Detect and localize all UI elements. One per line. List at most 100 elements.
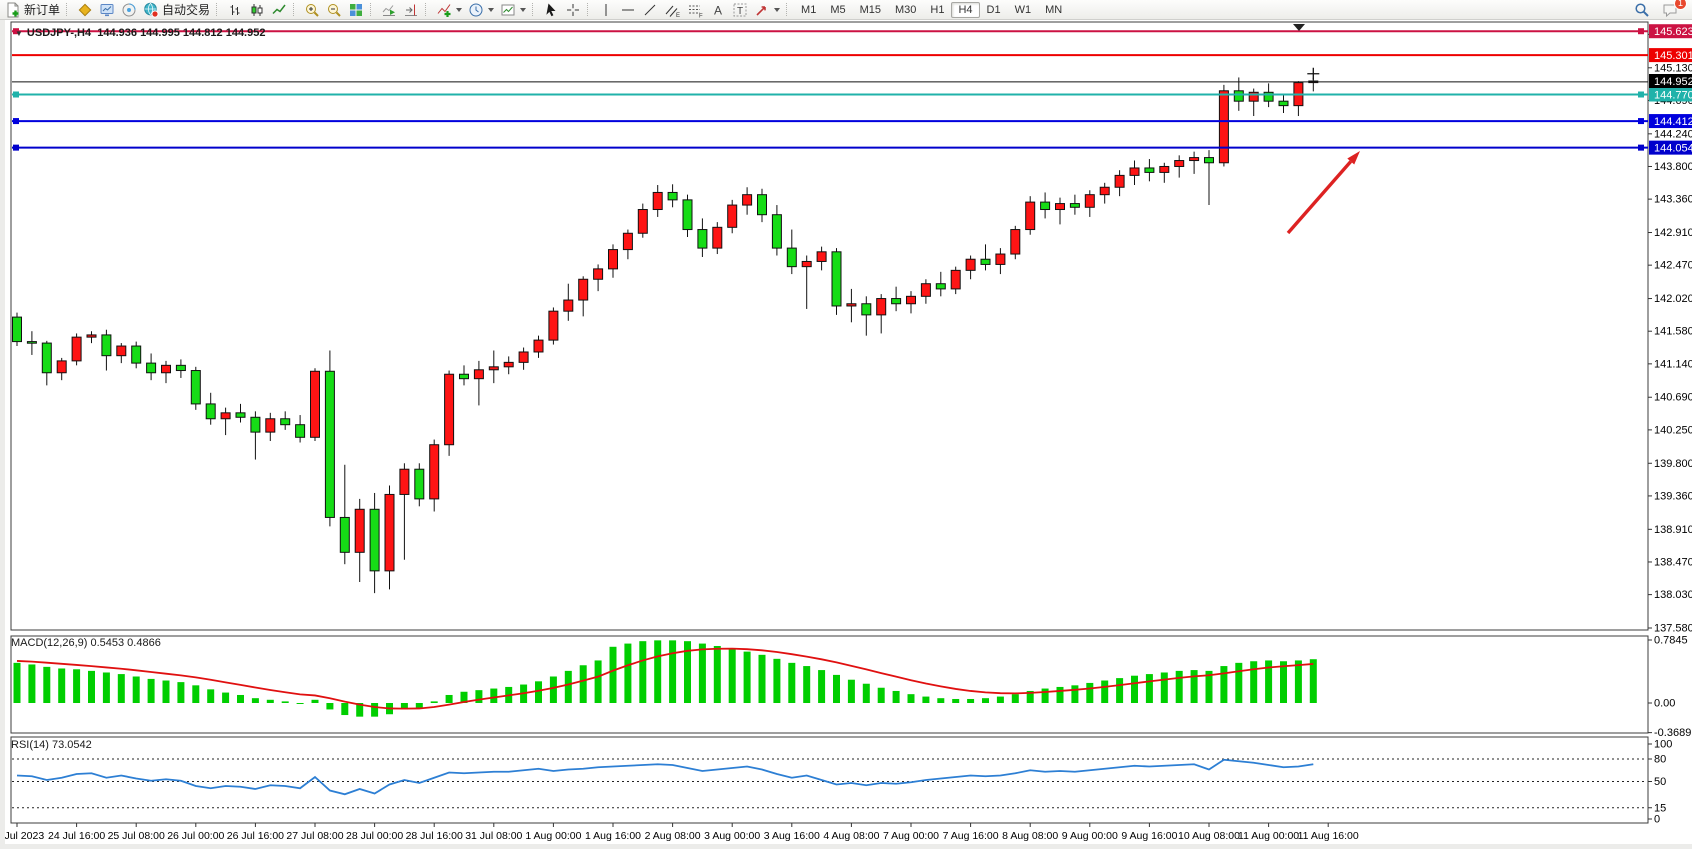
- timeframe-m30[interactable]: M30: [895, 3, 917, 16]
- trendline-tool[interactable]: [639, 1, 661, 19]
- vertical-line-icon: [605, 3, 607, 16]
- cursor-icon: [546, 3, 556, 16]
- equidistant-channel-tool[interactable]: E: [661, 1, 684, 19]
- crosshair-icon: [567, 3, 580, 16]
- auto-scroll-icon: [382, 4, 396, 16]
- svg-text:3 Aug 00:00: 3 Aug 00:00: [704, 830, 760, 842]
- candlestick-mode-button[interactable]: [246, 1, 268, 19]
- svg-text:0.00: 0.00: [1654, 698, 1675, 710]
- symbol-name: USDJPY-,H4: [26, 27, 92, 39]
- timeframe-d1[interactable]: D1: [986, 3, 1001, 16]
- vertical-line-tool[interactable]: [595, 1, 617, 19]
- text-label-tool[interactable]: T: [729, 1, 751, 19]
- svg-text:E: E: [676, 13, 680, 18]
- zoom-out-icon: [328, 3, 341, 17]
- last-price-cross: [1307, 67, 1320, 80]
- chart-shift-button[interactable]: [400, 1, 422, 19]
- svg-text:143.360: 143.360: [1654, 194, 1692, 206]
- svg-text:144.770: 144.770: [1654, 90, 1692, 102]
- text-tool[interactable]: A: [707, 1, 729, 19]
- timeframe-m5[interactable]: M5: [830, 3, 846, 16]
- svg-text:142.470: 142.470: [1654, 260, 1692, 272]
- rsi-indicator-label: RSI(14) 73.0542: [11, 739, 92, 751]
- notifications-button[interactable]: 1: [1659, 0, 1687, 19]
- zoom-out-button[interactable]: [323, 1, 345, 19]
- macd-panel[interactable]: [10, 635, 1649, 734]
- svg-text:138.910: 138.910: [1654, 524, 1692, 536]
- auto-scroll-button[interactable]: [378, 1, 400, 19]
- templates-button[interactable]: [497, 1, 529, 19]
- search-button[interactable]: [1631, 1, 1653, 19]
- arrow-shape-icon: [756, 5, 766, 16]
- timeframe-mn[interactable]: MN: [1045, 3, 1063, 16]
- tile-windows-button[interactable]: [345, 1, 367, 19]
- svg-text:31 Jul 08:00: 31 Jul 08:00: [465, 830, 522, 842]
- chart-shift-icon: [405, 4, 418, 16]
- navigator-icon: [122, 3, 136, 16]
- svg-text:141.580: 141.580: [1654, 326, 1692, 338]
- svg-text:7 Aug 00:00: 7 Aug 00:00: [883, 830, 939, 842]
- zoom-in-button[interactable]: [301, 1, 323, 19]
- market-watch-button[interactable]: [74, 1, 96, 19]
- svg-text:24 Jul 16:00: 24 Jul 16:00: [48, 830, 105, 842]
- macd-plot: 0.7845 0.00 -0.3689: [13, 635, 1691, 739]
- toolbar-grip: [425, 3, 429, 16]
- fibonacci-icon: F: [689, 5, 703, 18]
- svg-text:A: A: [714, 3, 722, 17]
- autotrading-label: 自动交易: [162, 3, 211, 17]
- main-panel[interactable]: [10, 21, 1649, 631]
- svg-text:26 Jul 16:00: 26 Jul 16:00: [227, 830, 284, 842]
- svg-text:1 Aug 16:00: 1 Aug 16:00: [585, 830, 641, 842]
- svg-text:140.250: 140.250: [1654, 424, 1692, 436]
- timeframe-m15[interactable]: M15: [859, 3, 881, 16]
- annotation-arrow[interactable]: [1286, 160, 1353, 235]
- chart-window: 145.580145.130144.690144.240143.800143.3…: [0, 20, 1692, 849]
- toolbar-grip: [216, 3, 220, 16]
- svg-text:50: 50: [1654, 776, 1666, 788]
- text-a-icon: A: [714, 3, 722, 17]
- window-collapse-icon[interactable]: ▼: [15, 29, 23, 38]
- svg-text:139.360: 139.360: [1654, 490, 1692, 502]
- horizontal-line-tool[interactable]: [617, 1, 639, 19]
- bar-chart-mode-button[interactable]: [224, 1, 246, 19]
- cursor-tool-button[interactable]: [540, 1, 562, 19]
- timeframe-h1[interactable]: H1: [930, 3, 945, 16]
- periods-button[interactable]: [465, 1, 497, 19]
- svg-text:9 Aug 16:00: 9 Aug 16:00: [1121, 830, 1177, 842]
- template-icon: [501, 4, 515, 15]
- toolbar: 新订单 自动交易: [0, 0, 1692, 20]
- price-level-lines[interactable]: 145.623 145.301 144.770 144.412 144.054 144.9…: [12, 24, 1692, 155]
- indicators-button[interactable]: [433, 1, 465, 19]
- timeframe-w1[interactable]: W1: [1014, 3, 1032, 16]
- indicators-icon: [437, 3, 451, 17]
- toolbar-grip: [293, 3, 297, 16]
- timeframe-h4[interactable]: H4: [951, 1, 980, 18]
- crosshair-tool-button[interactable]: [562, 1, 584, 19]
- chart-title: ▼ USDJPY-,H4 144.936 144.995 144.812 144.…: [15, 27, 265, 39]
- svg-text:145.623: 145.623: [1654, 26, 1692, 38]
- line-chart-mode-button[interactable]: [268, 1, 290, 19]
- data-window-button[interactable]: [96, 1, 118, 19]
- timeframe-m1[interactable]: M1: [801, 3, 817, 16]
- data-window-icon: [100, 3, 114, 16]
- svg-text:142.910: 142.910: [1654, 227, 1692, 239]
- chart-canvas[interactable]: 145.580145.130144.690144.240143.800143.3…: [0, 20, 1692, 849]
- new-order-button[interactable]: 新订单: [2, 1, 63, 19]
- chevron-down-icon: [520, 7, 527, 12]
- navigator-button[interactable]: [118, 1, 140, 19]
- candles: [12, 77, 1319, 594]
- notification-badge: 1: [1674, 0, 1687, 10]
- svg-text:137.580: 137.580: [1654, 623, 1692, 635]
- svg-text:100: 100: [1654, 739, 1672, 751]
- rsi-panel[interactable]: [10, 736, 1649, 824]
- svg-text:15: 15: [1654, 802, 1666, 814]
- fibonacci-tool[interactable]: F: [684, 1, 707, 19]
- svg-text:0.7845: 0.7845: [1654, 635, 1688, 647]
- svg-text:7 Aug 16:00: 7 Aug 16:00: [943, 830, 999, 842]
- autotrading-button[interactable]: 自动交易: [140, 1, 213, 19]
- arrows-tool[interactable]: [751, 1, 783, 19]
- trendline-icon: [644, 4, 656, 15]
- toolbar-grip: [370, 3, 374, 16]
